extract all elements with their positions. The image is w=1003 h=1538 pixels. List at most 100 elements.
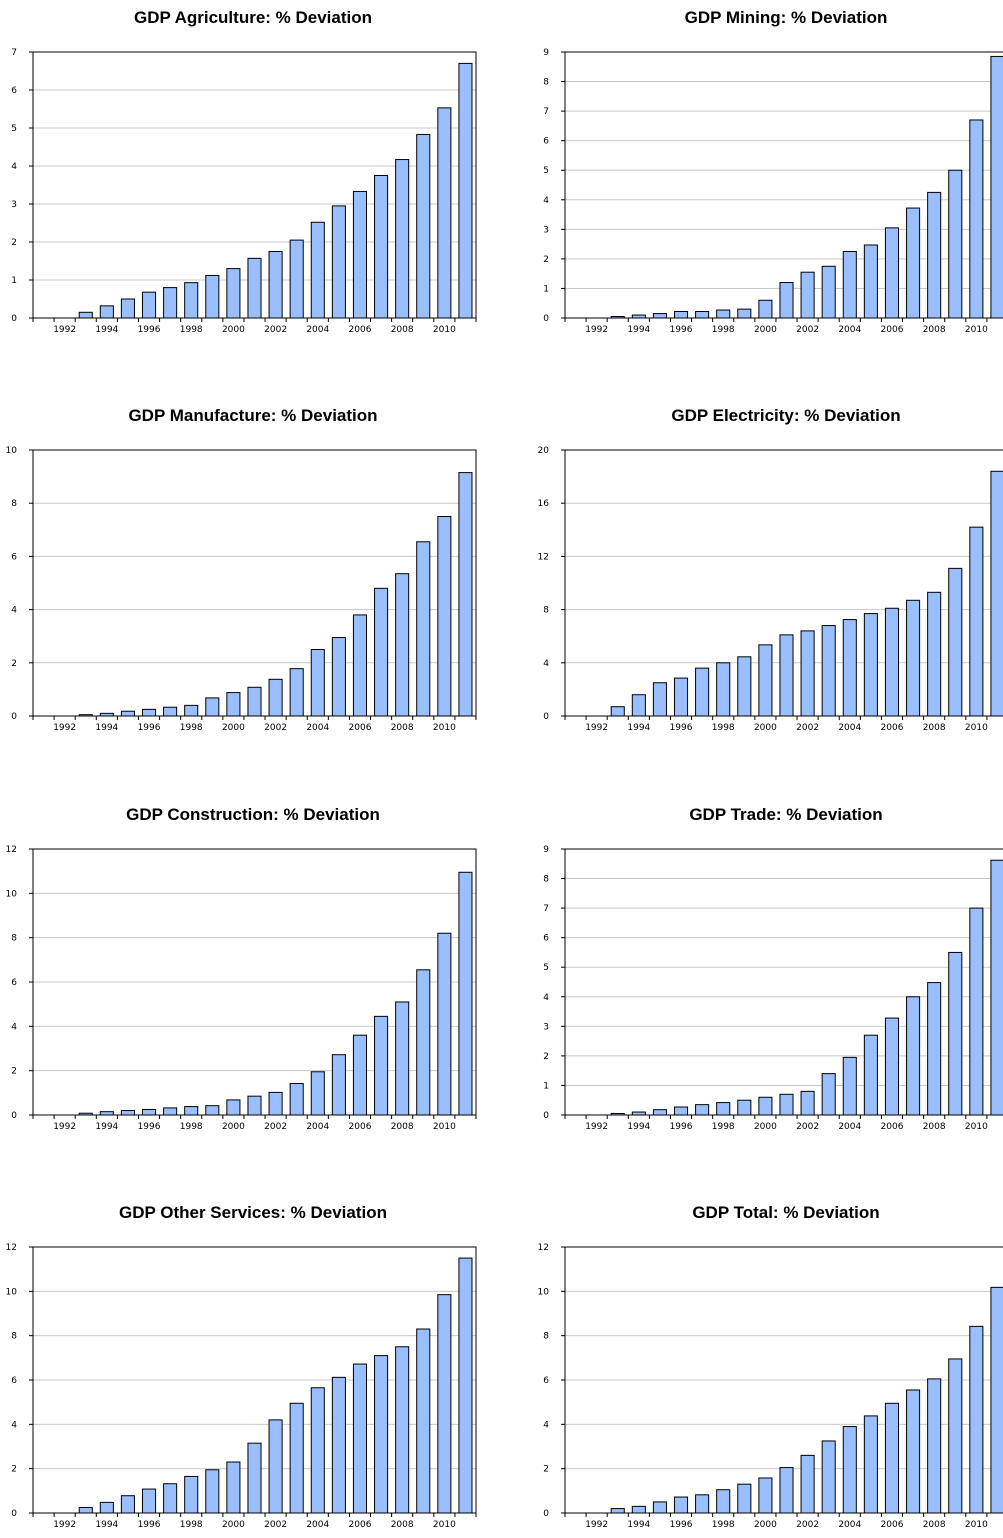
x-tick-label: 1994 [627,325,650,335]
x-tick-label: 2006 [881,1122,904,1132]
y-tick-label: 0 [11,1111,17,1121]
y-tick-label: 10 [6,446,18,456]
bar [737,308,752,319]
plot-frame [564,848,1003,1116]
bar [352,614,368,717]
bar [458,62,473,319]
bar [120,1495,135,1514]
bar-chart: 0 2 4 6 8 10 12 1992 1994 1996 1998 2000 2002 2004 200… [6,845,477,1132]
x-tick-label: 2010 [965,325,988,335]
y-tick-label: 5 [543,963,549,973]
x-tick-label: 2004 [838,723,861,733]
x-tick-label: 2008 [923,723,946,733]
x-tick-label: 1992 [585,325,608,335]
y-tick-label: 2 [543,1052,549,1062]
y-tick-label: 2 [543,255,549,265]
bar [842,619,857,717]
chart-panel: GDP Mining: % Deviation 0 1 2 3 4 5 6 7 8 9 1992 199… [532,0,1003,395]
bar [652,313,667,319]
y-tick-label: 3 [11,200,17,210]
x-tick-label: 1994 [627,1520,650,1530]
chart-title: GDP Trade: % Deviation [689,805,883,824]
x-tick-label: 2002 [264,325,287,335]
y-tick-label: 0 [543,1111,549,1121]
bar [906,1389,921,1514]
x-tick-label: 2000 [222,723,245,733]
x-tick-label: 2002 [264,1122,287,1132]
bar [352,1363,368,1514]
bar [842,1426,857,1514]
bar-chart: 0 4 8 12 16 20 1992 1994 1996 1998 2000 2002 2004 200… [538,446,1003,733]
y-tick-label: 4 [11,1022,17,1032]
bar [652,682,667,717]
y-tick-label: 2 [11,1465,17,1475]
x-tick-label: 1992 [585,723,608,733]
bar [631,1505,646,1514]
bar [969,907,984,1116]
bar [695,310,710,319]
bar [163,1483,178,1514]
bar [758,299,773,319]
x-tick-label: 1994 [627,723,650,733]
chart-title: GDP Manufacture: % Deviation [128,406,378,425]
x-tick-label: 2008 [391,1122,414,1132]
bar [948,169,963,319]
bar [610,706,625,717]
x-tick-label: 2004 [838,325,861,335]
x-tick-label: 2006 [349,325,372,335]
bar [437,107,452,319]
bar [226,1099,241,1116]
y-tick-label: 0 [543,712,549,722]
x-tick-label: 2010 [965,723,988,733]
bar [716,309,731,319]
bar-chart: 0 1 2 3 4 5 6 7 1992 1994 1996 1998 2000 2002 2004 2006… [11,48,477,335]
bar [990,470,1003,717]
y-tick-label: 8 [11,1332,17,1342]
bar [652,1501,667,1514]
bar [884,227,900,319]
y-tick-label: 8 [543,606,549,616]
bar [906,996,921,1116]
chart-title: GDP Total: % Deviation [692,1203,880,1222]
x-tick-label: 1998 [180,325,203,335]
bar [205,1105,220,1116]
bar [310,221,325,319]
bar [716,1489,731,1514]
bar [842,1056,857,1116]
bar [331,1376,346,1514]
y-tick-label: 4 [543,993,549,1003]
bar [184,1475,199,1514]
bar [120,710,135,717]
bar [163,1107,178,1116]
bar [205,274,220,319]
bar [631,694,646,717]
bar [884,1402,900,1514]
bar [331,205,346,319]
bar-chart: 0 1 2 3 4 5 6 7 8 9 1992 1994 1996 1998 2000 2002 2004 20… [543,845,1003,1132]
bar-chart: 0 2 4 6 8 10 1992 1994 1996 1998 2000 2002 2004 2006 2… [6,446,477,733]
x-tick-label: 1992 [585,1122,608,1132]
plot-frame [564,449,1003,717]
y-tick-label: 10 [538,1287,550,1297]
x-tick-label: 1998 [712,325,735,335]
x-tick-label: 2010 [965,1520,988,1530]
y-tick-label: 4 [543,659,549,669]
bar [673,310,689,319]
y-tick-label: 1 [543,284,549,294]
bar [247,1095,262,1116]
bar [395,159,410,319]
chart-panel: GDP Construction: % Deviation 0 2 4 6 8 10 12 19… [0,797,500,1192]
bar [779,634,794,717]
bar [416,969,431,1116]
y-tick-label: 2 [11,1067,17,1077]
x-tick-label: 2000 [222,1520,245,1530]
y-tick-label: 6 [543,1376,549,1386]
x-tick-label: 2004 [306,1520,329,1530]
bar [863,1034,878,1116]
x-tick-label: 2008 [391,723,414,733]
bar [141,1488,157,1514]
chart-title: GDP Other Services: % Deviation [118,1203,387,1222]
bar [842,251,857,319]
bar [437,1294,452,1514]
bar [906,207,921,319]
